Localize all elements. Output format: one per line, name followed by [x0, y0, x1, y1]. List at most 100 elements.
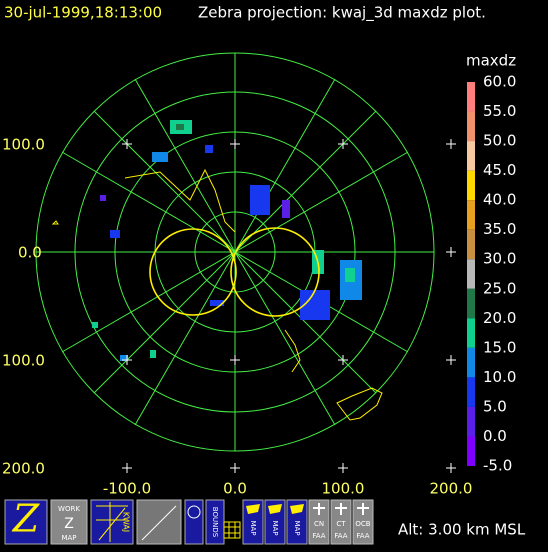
colorbar-label: 45.0 [483, 161, 516, 179]
y-axis-label: 100.0 [2, 136, 45, 154]
coastline [124, 168, 236, 233]
plane-icon [313, 503, 325, 515]
radar-icon [141, 505, 177, 541]
plus-marker [122, 463, 132, 473]
colorbar-label: 15.0 [483, 338, 516, 356]
faa-button[interactable] [352, 499, 374, 545]
button-label: BOUNDS [211, 507, 219, 538]
sat-icon [187, 505, 201, 519]
echo [176, 124, 184, 130]
plus-marker [230, 355, 240, 365]
color-swatch [467, 111, 475, 142]
echo [120, 355, 128, 361]
plane-icon [335, 503, 347, 515]
plus-marker [338, 139, 348, 149]
button-label: CT [336, 520, 346, 528]
plus-marker [446, 247, 456, 257]
button-label: FAA [356, 532, 369, 540]
colorbar-label: 40.0 [483, 191, 516, 209]
time-stamp: 30-jul-1999,18:13:00 [4, 4, 162, 22]
color-swatch [467, 82, 475, 112]
kwaj-button[interactable] [90, 499, 134, 545]
echo [282, 200, 290, 218]
plus-marker [230, 463, 240, 473]
plus-marker [446, 139, 456, 149]
echo [250, 185, 270, 215]
grid-markers [122, 139, 456, 473]
colorbar-label: 0.0 [483, 427, 507, 445]
map-icon [268, 504, 282, 514]
button-label: MAP [61, 534, 76, 542]
grid-button[interactable] [223, 521, 241, 539]
colorbar-label: 50.0 [483, 132, 516, 150]
y-axis-label: 200.0 [2, 460, 45, 478]
colorbar-label: 20.0 [483, 309, 516, 327]
faa-button[interactable] [330, 499, 352, 545]
colorbar-label: 30.0 [483, 250, 516, 268]
color-swatch [467, 141, 475, 171]
button-label: MAP [249, 520, 257, 535]
toolbar: Z WORK Z MAP KWAJ BOUNDS MAP MAP MAP CN FAA… [4, 497, 374, 545]
colorbar-label: 25.0 [483, 279, 516, 297]
y-axis-label: 100.0 [2, 352, 45, 370]
colorbar-title: maxdz [466, 52, 516, 70]
color-swatch [467, 259, 475, 289]
coastline [284, 329, 301, 373]
zebra-button[interactable] [4, 499, 48, 545]
x-axis-label: 0.0 [223, 480, 247, 498]
colorbar-label: -5.0 [483, 457, 512, 475]
plus-marker [122, 139, 132, 149]
echo [150, 350, 156, 358]
echo [152, 152, 168, 162]
grid-icon [224, 522, 240, 538]
colorbar-label: 35.0 [483, 220, 516, 238]
x-axis-label: 200.0 [430, 480, 473, 498]
radar-button[interactable] [136, 499, 182, 545]
colorbar-label: 10.0 [483, 368, 516, 386]
faa-button[interactable] [308, 499, 330, 545]
faa-buttons: CN FAA CT FAA OCB FAA [308, 499, 374, 545]
colorbar-label: 60.0 [483, 73, 516, 91]
plane-icon [357, 503, 369, 515]
coverage-outline [51, 168, 383, 421]
colorbar-label: 55.0 [483, 102, 516, 120]
plot-title: Zebra projection: kwaj_3d maxdz plot. [198, 4, 486, 23]
button-label: OCB [355, 520, 370, 528]
echo [205, 145, 213, 153]
island [336, 387, 383, 421]
color-swatch [467, 200, 475, 230]
map-icon [246, 504, 260, 514]
altitude: Alt: 3.00 km MSL [398, 521, 526, 539]
color-swatch [467, 436, 475, 466]
echo [100, 195, 106, 201]
radar-coverage [230, 227, 320, 317]
echo [110, 230, 120, 238]
plus-marker [446, 355, 456, 365]
plus-marker [122, 355, 132, 365]
color-swatch [467, 377, 475, 407]
button-label: CN [314, 520, 324, 528]
echo [345, 268, 355, 282]
color-swatch [467, 347, 475, 378]
kwaj-icon [96, 502, 128, 542]
button-label: FAA [334, 532, 347, 540]
button-label: FAA [312, 532, 325, 540]
y-axis-label: 0.0 [18, 244, 42, 262]
work-map-button[interactable] [50, 499, 88, 545]
button-label: WORK [58, 505, 80, 513]
sat-button[interactable] [184, 499, 204, 545]
x-axis-label: 100.0 [322, 480, 365, 498]
button-label: Z [64, 516, 74, 532]
island [51, 220, 59, 225]
map-icon [290, 504, 304, 514]
echo [210, 300, 224, 306]
button-label: KWAJ [122, 512, 131, 532]
color-swatch [467, 229, 475, 260]
plus-marker [338, 355, 348, 365]
map-buttons: MAP MAP MAP [242, 499, 308, 545]
color-swatch [467, 288, 475, 319]
plus-marker [446, 463, 456, 473]
button-label: MAP [271, 520, 279, 535]
